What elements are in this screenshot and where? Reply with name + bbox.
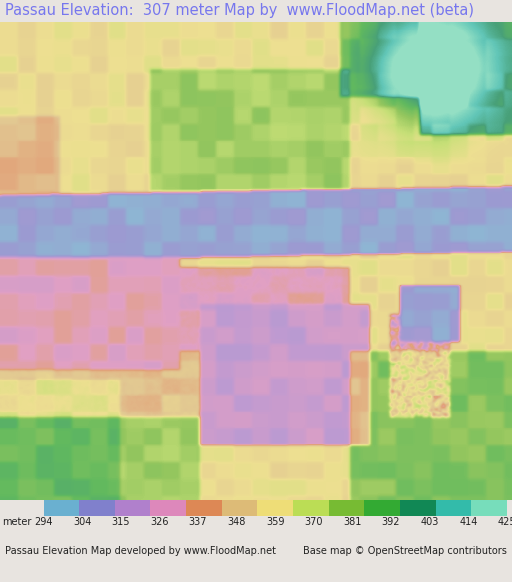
Text: 425: 425: [498, 517, 512, 527]
Text: Passau Elevation Map developed by www.FloodMap.net: Passau Elevation Map developed by www.Fl…: [5, 546, 276, 556]
Text: meter: meter: [3, 517, 32, 527]
Bar: [151, 500, 186, 516]
Text: 294: 294: [34, 517, 53, 527]
Text: 414: 414: [459, 517, 478, 527]
Text: 326: 326: [150, 517, 168, 527]
Text: Base map © OpenStreetMap contributors: Base map © OpenStreetMap contributors: [303, 546, 507, 556]
Bar: [44, 500, 79, 516]
Bar: [258, 500, 293, 516]
Text: 359: 359: [266, 517, 285, 527]
Bar: [471, 500, 507, 516]
Bar: [436, 500, 471, 516]
Text: 392: 392: [382, 517, 400, 527]
Text: 370: 370: [305, 517, 323, 527]
Text: 304: 304: [73, 517, 91, 527]
Text: Passau Elevation:  307 meter Map by  www.FloodMap.net (beta): Passau Elevation: 307 meter Map by www.F…: [5, 3, 474, 19]
Bar: [186, 500, 222, 516]
Bar: [222, 500, 258, 516]
Text: 315: 315: [112, 517, 130, 527]
Text: 381: 381: [343, 517, 361, 527]
Bar: [79, 500, 115, 516]
Bar: [400, 500, 436, 516]
Bar: [365, 500, 400, 516]
Bar: [329, 500, 365, 516]
Text: 403: 403: [420, 517, 439, 527]
Bar: [115, 500, 151, 516]
Text: 337: 337: [189, 517, 207, 527]
Bar: [293, 500, 329, 516]
Text: 348: 348: [227, 517, 246, 527]
